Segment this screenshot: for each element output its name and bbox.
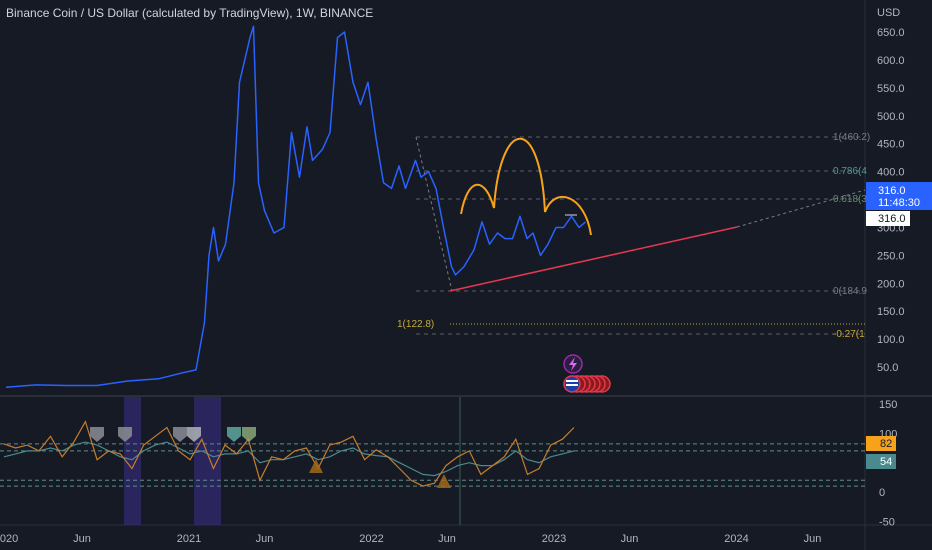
price-axis-tick: 600.0 bbox=[877, 55, 905, 67]
oscillator-axis-tick: -50 bbox=[879, 516, 895, 528]
fib-anchor-line bbox=[415, 136, 453, 292]
cursor-price-badge[interactable] bbox=[866, 211, 910, 226]
bar-countdown: 11:48:30 bbox=[878, 197, 920, 209]
trendline-extension bbox=[736, 189, 866, 228]
last-price-badge[interactable] bbox=[866, 182, 932, 210]
chart-title: Binance Coin / US Dollar (calculated by … bbox=[6, 6, 374, 20]
oscillator-slow-badge bbox=[866, 454, 896, 469]
price-axis-currency: USD bbox=[877, 7, 900, 19]
price-axis-tick: 250.0 bbox=[877, 250, 905, 262]
price-line bbox=[5, 25, 586, 388]
head-shoulders-pattern bbox=[460, 137, 592, 236]
fib-level-label: 0(184.9 bbox=[833, 286, 867, 297]
lightning-event-icon[interactable] bbox=[563, 354, 583, 374]
time-axis-tick: Jun bbox=[438, 533, 456, 545]
us-flag-events-icon[interactable] bbox=[563, 375, 611, 393]
oscillator-fast-value: 82 bbox=[880, 438, 892, 450]
signal-marker-icon bbox=[309, 459, 323, 473]
signal-marker-icon bbox=[187, 427, 201, 442]
price-axis-tick: 500.0 bbox=[877, 111, 905, 123]
signal-marker-icon bbox=[90, 427, 104, 442]
oscillator-pane[interactable] bbox=[0, 397, 865, 525]
price-axis-tick: 100.0 bbox=[877, 334, 905, 346]
price-axis-tick: 200.0 bbox=[877, 278, 905, 290]
fib-level-label: 1(460.2) bbox=[833, 132, 870, 143]
oscillator-axis-tick: 150 bbox=[879, 399, 897, 411]
time-axis-tick: Jun bbox=[73, 533, 91, 545]
time-axis-tick: Jun bbox=[621, 533, 639, 545]
signal-marker-icon bbox=[437, 474, 451, 488]
price-axis-tick: 550.0 bbox=[877, 83, 905, 95]
time-axis-tick: 2023 bbox=[542, 533, 566, 545]
time-axis-tick: Jun bbox=[256, 533, 274, 545]
oscillator-axis-tick: 0 bbox=[879, 487, 885, 499]
fib-level-label: 0.786(4 bbox=[833, 166, 867, 177]
cursor-price-value: 316.0 bbox=[878, 213, 906, 225]
oscillator-fast-badge bbox=[866, 436, 896, 451]
support-trendline bbox=[449, 226, 738, 292]
time-axis-tick: 2020 bbox=[0, 533, 18, 545]
time-axis-tick: 2022 bbox=[359, 533, 383, 545]
fib-level-label: -0.27(1 bbox=[833, 329, 865, 340]
signal-marker-icon bbox=[227, 427, 241, 442]
oscillator-slow-value: 54 bbox=[880, 456, 892, 468]
price-axis-tick: 400.0 bbox=[877, 167, 905, 179]
oscillator-slow-line bbox=[3, 441, 575, 477]
time-axis-tick: 2021 bbox=[177, 533, 201, 545]
price-axis-tick: 50.0 bbox=[877, 362, 898, 374]
oscillator-fast-line bbox=[3, 420, 575, 487]
price-axis-tick: 150.0 bbox=[877, 306, 905, 318]
last-price-value: 316.0 bbox=[878, 185, 906, 197]
main-pane[interactable] bbox=[0, 0, 865, 395]
time-axis-tick: Jun bbox=[804, 533, 822, 545]
signal-marker-icon bbox=[173, 427, 187, 442]
signal-marker-icon bbox=[242, 427, 256, 442]
price-axis-tick: 450.0 bbox=[877, 139, 905, 151]
fib-level-label: 0.618(3 bbox=[833, 194, 867, 205]
time-axis-tick: 2024 bbox=[724, 533, 748, 545]
signal-marker-icon bbox=[118, 427, 132, 442]
price-axis-tick: 650.0 bbox=[877, 27, 905, 39]
fib-level-label: 1(122.8) bbox=[397, 319, 434, 330]
